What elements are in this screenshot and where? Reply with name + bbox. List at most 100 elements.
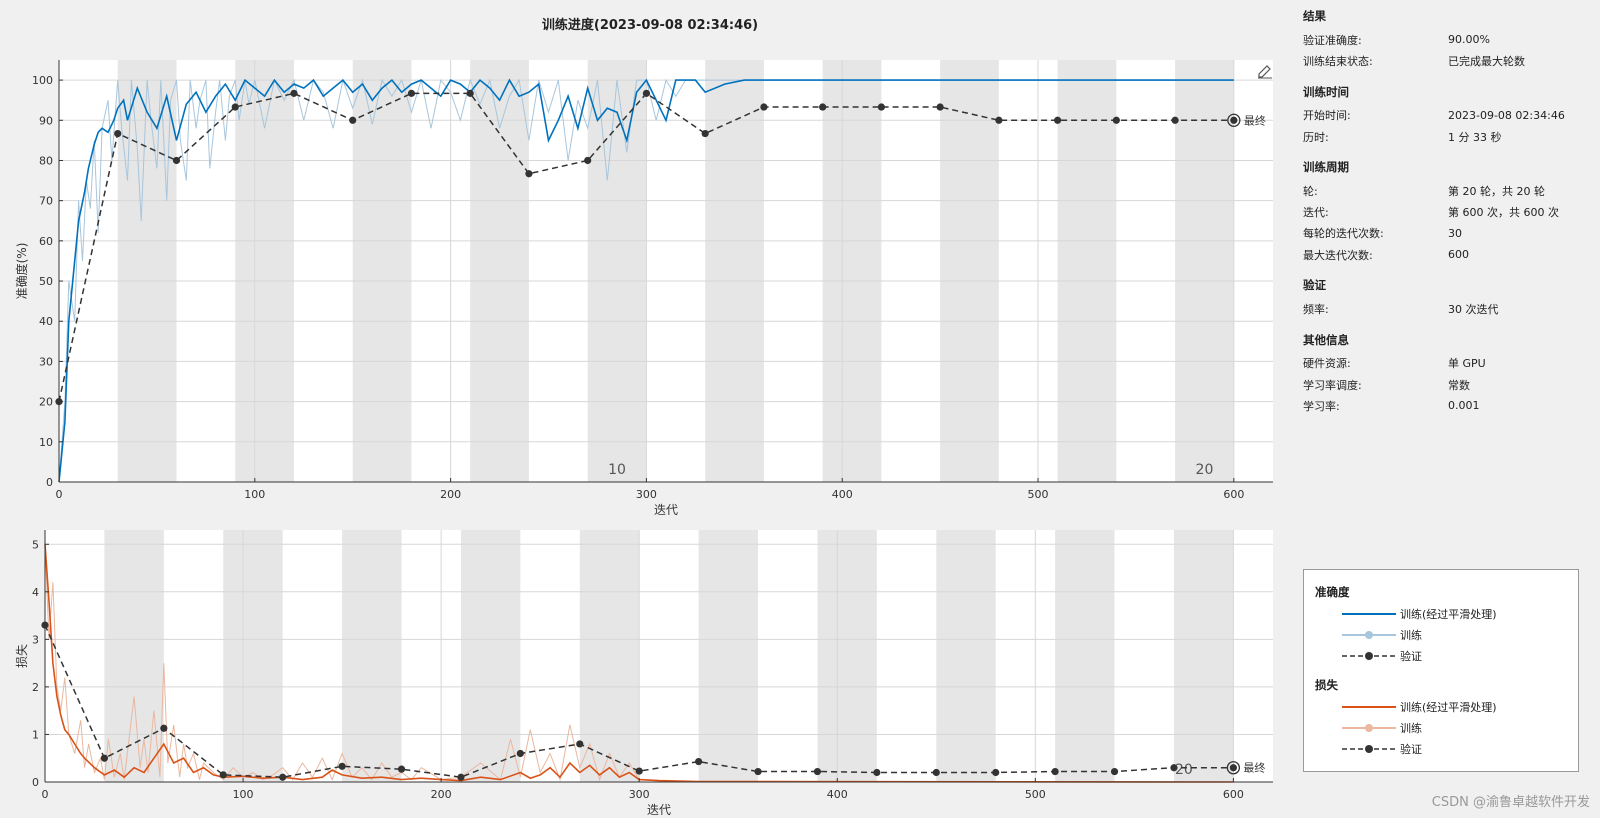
validation-point bbox=[936, 103, 944, 111]
legend-loss-smoothed-swatch bbox=[1342, 706, 1396, 708]
legend-acc-train: 训练 bbox=[1340, 628, 1422, 642]
validation-point bbox=[172, 156, 181, 165]
info-row: 最大迭代次数: 600 bbox=[1303, 244, 1583, 265]
legend-acc-smoothed-label: 训练(经过平滑处理) bbox=[1400, 608, 1497, 621]
legend-loss-validation-label: 验证 bbox=[1400, 743, 1422, 756]
legend-acc-smoothed: 训练(经过平滑处理) bbox=[1340, 607, 1497, 621]
info-key: 学习率: bbox=[1303, 399, 1340, 413]
info-key: 硬件资源: bbox=[1303, 357, 1351, 371]
info-row: 学习率: 0.001 bbox=[1303, 395, 1583, 416]
epoch-label: 20 bbox=[1175, 762, 1193, 778]
validation-point bbox=[576, 740, 584, 748]
epoch-band bbox=[705, 60, 764, 482]
epoch-band bbox=[940, 60, 999, 482]
info-value: 1 分 33 秒 bbox=[1448, 130, 1502, 144]
info-value: 第 20 轮，共 20 轮 bbox=[1448, 184, 1545, 198]
validation-point bbox=[642, 89, 651, 97]
x-tick-label: 300 bbox=[636, 488, 657, 501]
info-row: 频率: 30 次迭代 bbox=[1303, 298, 1583, 319]
validation-point bbox=[760, 103, 768, 111]
epoch-band bbox=[352, 60, 412, 482]
info-value: 已完成最大轮数 bbox=[1448, 54, 1525, 68]
info-row: 开始时间: 2023-09-08 02:34:46 bbox=[1303, 105, 1583, 126]
info-value: 常数 bbox=[1448, 378, 1470, 392]
legend-loss-train-label: 训练 bbox=[1400, 722, 1422, 735]
legend-accuracy-title: 准确度 bbox=[1315, 585, 1350, 599]
y-tick-label: 5 bbox=[32, 538, 39, 551]
x-tick-label: 400 bbox=[832, 488, 853, 501]
y-tick-label: 40 bbox=[39, 315, 53, 328]
validation-point bbox=[160, 724, 168, 732]
info-key: 轮: bbox=[1303, 184, 1318, 198]
legend-acc-smoothed-swatch bbox=[1342, 613, 1396, 615]
info-value: 2023-09-08 02:34:46 bbox=[1448, 108, 1565, 122]
final-marker-dot bbox=[1230, 116, 1238, 124]
legend-box: 准确度 训练(经过平滑处理) 训练 验证 损失 训练(经过平滑处理) 训练 验证 bbox=[1303, 569, 1579, 772]
epoch-band bbox=[1055, 530, 1115, 782]
validation-point bbox=[397, 765, 406, 773]
x-tick-label: 300 bbox=[629, 788, 650, 801]
epoch-band bbox=[936, 530, 996, 782]
validation-point bbox=[219, 771, 227, 779]
info-row: 训练结束状态: 已完成最大轮数 bbox=[1303, 50, 1583, 71]
epoch-band bbox=[117, 60, 177, 482]
y-tick-label: 20 bbox=[39, 396, 53, 409]
validation-point bbox=[695, 757, 703, 766]
x-axis-label: 迭代 bbox=[654, 503, 678, 516]
info-value: 第 600 次，共 600 次 bbox=[1448, 206, 1559, 220]
info-value: 600 bbox=[1448, 248, 1469, 262]
info-value: 90.00% bbox=[1448, 33, 1490, 47]
validation-point bbox=[819, 103, 827, 111]
info-key: 学习率调度: bbox=[1303, 378, 1362, 392]
y-tick-label: 60 bbox=[39, 235, 53, 248]
x-tick-label: 0 bbox=[56, 488, 63, 501]
loss-chart: 20 最终 0 100 200 300 400 500 600 0 1 2 3 4 5 迭代 损失 bbox=[14, 530, 1273, 816]
x-axis-label: 迭代 bbox=[647, 803, 671, 816]
validation-point bbox=[992, 768, 1000, 777]
y-tick-label: 0 bbox=[32, 776, 39, 789]
final-marker-ring bbox=[1226, 761, 1241, 775]
train-smoothed-line bbox=[44, 544, 1234, 783]
epoch-band bbox=[822, 60, 882, 482]
epoch-band bbox=[817, 530, 877, 782]
edit-icon bbox=[1258, 65, 1272, 79]
legend-loss-train-swatch bbox=[1342, 724, 1396, 732]
epoch-band bbox=[587, 60, 647, 482]
validation-point bbox=[466, 89, 474, 97]
train-raw-line bbox=[44, 544, 1234, 783]
validation-point bbox=[338, 762, 346, 770]
info-row: 学习率调度: 常数 bbox=[1303, 374, 1583, 395]
validation-point bbox=[1171, 116, 1179, 124]
info-section-title: 结果 bbox=[1303, 9, 1326, 23]
validation-point bbox=[407, 89, 416, 97]
info-value: 30 bbox=[1448, 226, 1462, 240]
epoch-band bbox=[470, 60, 529, 482]
epoch-label: 10 bbox=[608, 462, 626, 478]
validation-point bbox=[1170, 764, 1178, 772]
epoch-band bbox=[579, 530, 640, 782]
validation-point bbox=[349, 116, 357, 124]
validation-point bbox=[813, 767, 822, 776]
epoch-band bbox=[1173, 530, 1234, 782]
validation-point bbox=[516, 749, 524, 758]
final-marker-dot bbox=[1229, 764, 1237, 772]
x-tick-label: 500 bbox=[1028, 488, 1049, 501]
epoch-band bbox=[223, 530, 283, 782]
info-key: 最大迭代次数: bbox=[1303, 248, 1373, 262]
validation-point bbox=[932, 768, 940, 777]
validation-point bbox=[1054, 116, 1062, 124]
info-value: 30 次迭代 bbox=[1448, 303, 1499, 317]
y-tick-label: 3 bbox=[32, 633, 39, 646]
validation-point bbox=[995, 116, 1003, 124]
x-tick-label: 200 bbox=[431, 788, 452, 801]
final-marker-ring bbox=[1227, 113, 1241, 127]
validation-line bbox=[44, 624, 1234, 778]
legend-loss-smoothed: 训练(经过平滑处理) bbox=[1340, 700, 1497, 714]
final-label: 最终 bbox=[1243, 761, 1265, 775]
info-row: 验证准确度: 90.00% bbox=[1303, 29, 1583, 50]
validation-point bbox=[457, 773, 465, 781]
validation-point bbox=[100, 754, 109, 762]
y-tick-label: 2 bbox=[32, 681, 39, 694]
validation-point bbox=[877, 103, 885, 111]
y-tick-label: 0 bbox=[46, 476, 53, 489]
